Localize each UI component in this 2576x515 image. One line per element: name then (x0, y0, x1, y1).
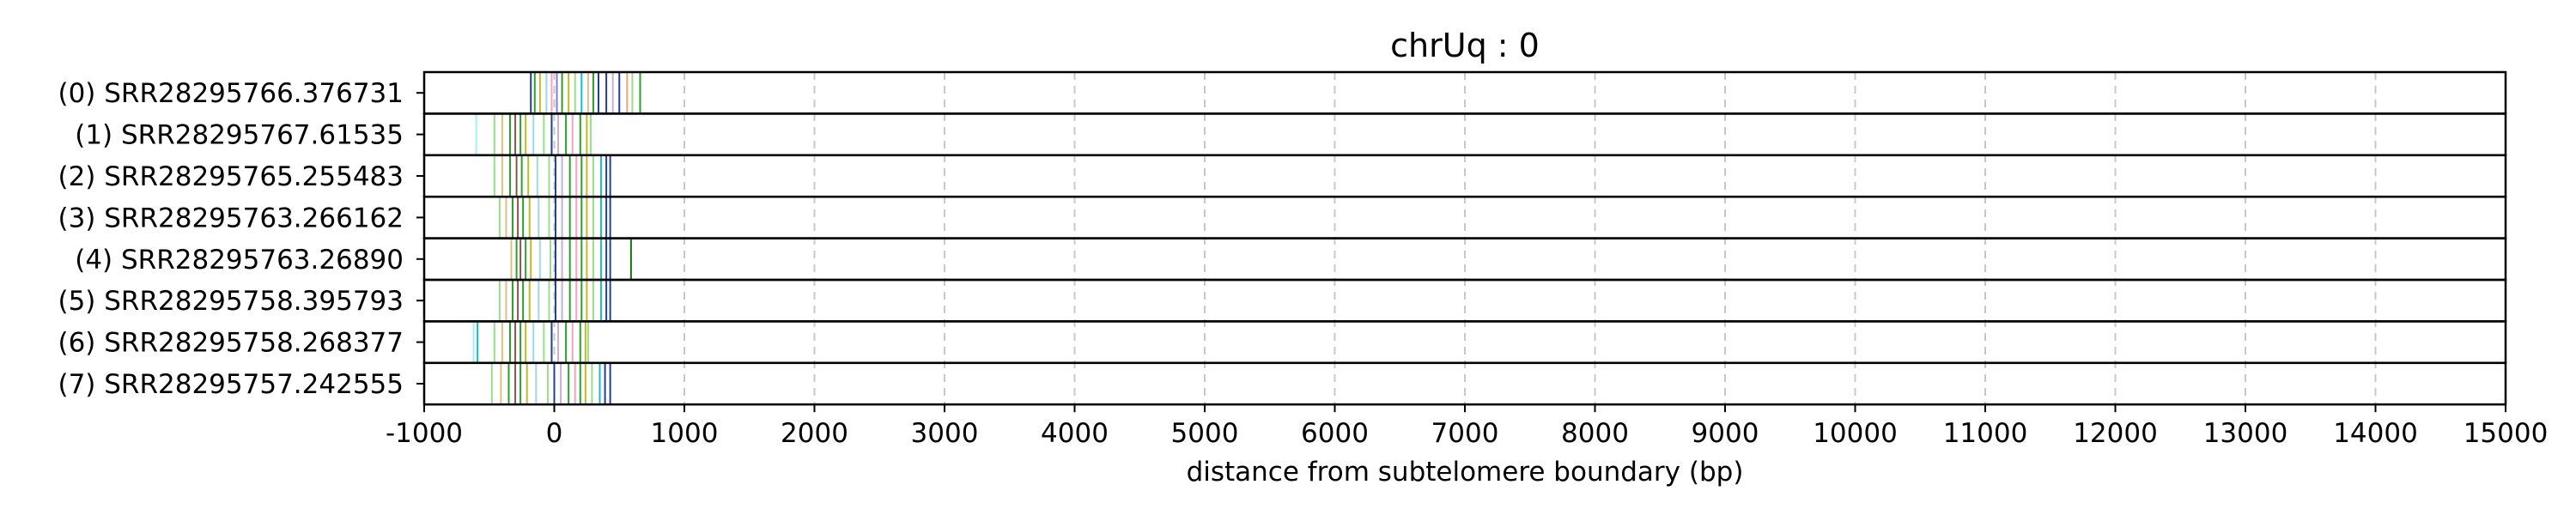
x-tick-label: 3000 (911, 418, 979, 449)
x-tick-label: 14000 (2333, 418, 2418, 449)
read-row-frame (422, 278, 2507, 323)
read-row-frame (422, 361, 2507, 406)
read-label: (4) SRR28295763.26890 (75, 245, 404, 276)
x-tick-label: 5000 (1171, 418, 1239, 449)
read-rows (422, 70, 2507, 406)
x-tick-label: 12000 (2073, 418, 2158, 449)
chart-title: chrUq : 0 (1390, 27, 1540, 64)
x-axis: -1000 0 1000 2000 3000 4000 5000 6000 7000 8000 90… (386, 404, 2548, 449)
read-label: (2) SRR28295765.255483 (58, 161, 404, 192)
read-label: (7) SRR28295757.242555 (58, 369, 404, 400)
x-tick-label: 4000 (1041, 418, 1109, 449)
x-tick-label: 0 (546, 418, 563, 449)
read-label: (0) SRR28295766.376731 (58, 78, 404, 109)
read-labels: (0) SRR28295766.376731 (1) SRR28295767.61… (58, 78, 424, 400)
x-tick-label: 1000 (651, 418, 719, 449)
x-tick-label: 9000 (1692, 418, 1759, 449)
read-label: (3) SRR28295763.266162 (58, 203, 404, 233)
read-label: (6) SRR28295758.268377 (58, 328, 404, 359)
read-marks (472, 73, 641, 404)
x-tick-label: 15000 (2464, 418, 2549, 449)
x-axis-label: distance from subtelomere boundary (bp) (1187, 457, 1744, 488)
read-row-frame (422, 320, 2507, 365)
x-tick-label: 13000 (2203, 418, 2288, 449)
x-tick-label: -1000 (386, 418, 463, 449)
x-tick-label: 7000 (1431, 418, 1499, 449)
x-tick-label: 8000 (1561, 418, 1629, 449)
x-tick-label: 6000 (1301, 418, 1369, 449)
x-tick-label: 10000 (1813, 418, 1898, 449)
read-label: (5) SRR28295758.395793 (58, 286, 404, 317)
read-label: (1) SRR28295767.61535 (75, 120, 404, 151)
x-tick-label: 2000 (781, 418, 848, 449)
x-tick-label: 11000 (1943, 418, 2028, 449)
